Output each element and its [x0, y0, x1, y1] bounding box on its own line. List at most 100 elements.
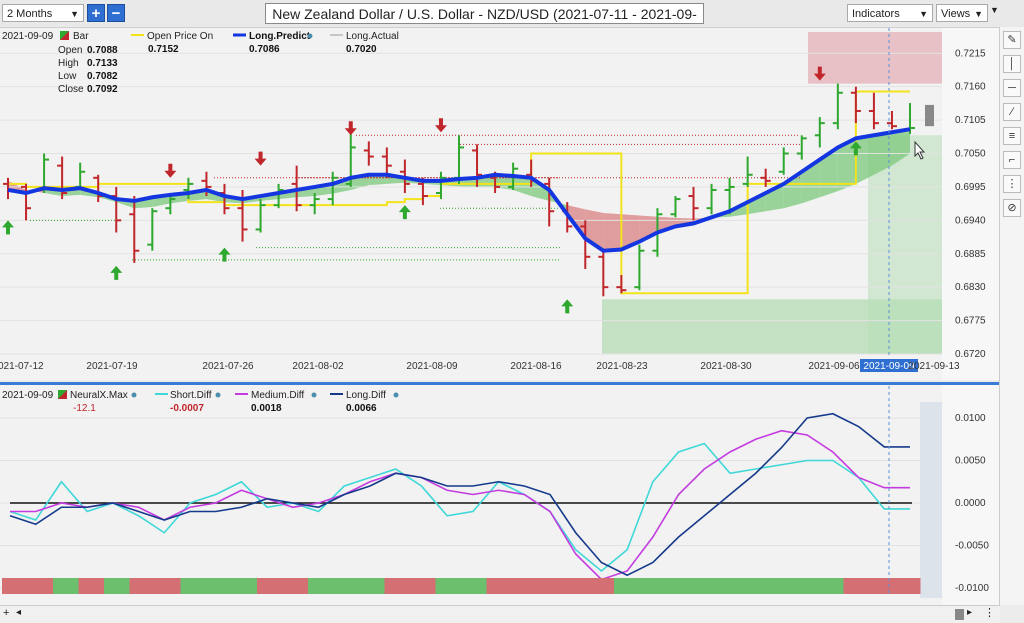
x-tick-label: 2021-08-09	[406, 361, 458, 372]
buy-arrow-icon	[561, 299, 574, 314]
legend-high-label: High	[58, 58, 79, 69]
cloud-segment	[332, 177, 351, 194]
views-select[interactable]: Views ▼	[936, 4, 988, 22]
neuralx-segment	[359, 578, 385, 594]
neuralx-segment	[690, 578, 717, 594]
indicator-legend: 2021-09-09 NeuralX.Max -12.1 Short.Diff …	[2, 390, 399, 414]
ohlc-bar	[129, 196, 140, 263]
target-zone	[868, 135, 942, 354]
menu-caret-icon[interactable]: ▼	[990, 5, 999, 15]
buy-arrow-icon	[110, 265, 123, 280]
ohlc-bar	[21, 183, 32, 221]
cloud-segment	[837, 138, 856, 192]
ohlc-bar	[183, 177, 194, 200]
neuralx-swatch-bear	[58, 390, 67, 399]
sell-arrow-icon	[254, 151, 267, 166]
ohlc-bar	[832, 83, 843, 130]
neuralx-segment	[155, 578, 181, 594]
horizontal-scrollbar[interactable]: + ◂ ▸ ⋮	[0, 605, 1000, 623]
crosshair-date-box	[860, 359, 918, 372]
zoom-in-button[interactable]: +	[87, 4, 105, 22]
cloud-segment	[639, 215, 658, 242]
sell-arrow-icon	[344, 121, 357, 136]
x-tick-label: 2021-09-13	[908, 361, 960, 372]
indicator-chart[interactable]: 0.0100 0.0050 0.0000 -0.0050 -0.0100 2021-09…	[0, 382, 1000, 605]
sell-arrow-icon	[434, 118, 447, 133]
channel-icon[interactable]: ⋮	[1003, 175, 1021, 193]
info-icon	[311, 392, 317, 398]
x-tick-label: 2021-07-26	[202, 361, 254, 372]
ohlc-bar	[868, 92, 879, 130]
ohlc-bar	[796, 135, 807, 160]
x-tick-label: 2021-08-30	[700, 361, 752, 372]
trend-line-icon[interactable]: ⁄	[1003, 103, 1021, 121]
y-tick-label: 0.7160	[955, 82, 986, 93]
long-diff-value: 0.0066	[346, 403, 377, 414]
toolbar: 2 Months ▼ + − New Zealand Dollar / U.S.…	[0, 0, 1024, 43]
neuralx-segment	[818, 578, 844, 594]
step-line-icon[interactable]: ⌐	[1003, 151, 1021, 169]
legend-open-label: Open	[58, 45, 82, 56]
ohlc-bar	[688, 186, 699, 221]
neuralx-segment	[461, 578, 487, 594]
y-tick-label: 0.0100	[955, 413, 986, 424]
y-tick-label: -0.0100	[955, 583, 989, 594]
ohlc-bar	[724, 177, 735, 215]
views-label: Views	[941, 8, 971, 20]
zoom-out-button[interactable]: −	[107, 4, 125, 22]
sell-arrow-icon	[164, 163, 177, 178]
fibonacci-icon[interactable]: ≡	[1003, 127, 1021, 145]
legend-long-actual-value: 0.7020	[346, 44, 377, 55]
ohlc-bar	[147, 208, 158, 251]
legend-open-price-value: 0.7152	[148, 44, 179, 55]
legend-low-label: Low	[58, 71, 77, 82]
x-tick-label: 2021-08-02	[292, 361, 344, 372]
ohlc-bar	[57, 156, 68, 200]
legend-long-actual-label: Long.Actual	[346, 31, 399, 42]
legend-open-price-label: Open Price On	[147, 31, 213, 42]
panel-divider[interactable]	[0, 382, 1000, 385]
scrollbar-thumb[interactable]	[955, 609, 964, 620]
ohlc-bar	[363, 141, 374, 166]
cloud-segment	[603, 213, 622, 251]
legend-close-value: 0.7092	[87, 84, 118, 95]
neuralx-segment	[384, 578, 411, 594]
indicators-label: Indicators	[852, 8, 900, 20]
neuralx-segment	[257, 578, 283, 594]
neuralx-segment	[129, 578, 156, 594]
long-diff-line	[9, 412, 910, 577]
ohlc-bar	[850, 86, 861, 124]
neuralx-segment	[537, 578, 564, 594]
price-chart[interactable]: 0.7215 0.7160 0.7105 0.7050 0.6995 0.6940 0.68…	[0, 28, 1000, 380]
vertical-line-icon[interactable]: │	[1003, 55, 1021, 73]
pencil-icon[interactable]: ✎	[1003, 31, 1021, 49]
chevron-down-icon: ▼	[70, 9, 79, 19]
neuralx-segment	[410, 578, 436, 594]
ohlc-bar	[472, 144, 483, 187]
horizontal-line-icon[interactable]: ─	[1003, 79, 1021, 97]
ohlc-bar	[435, 171, 446, 200]
ohlc-bar	[814, 117, 825, 148]
ohlc-bar	[616, 275, 627, 294]
delete-drawing-icon[interactable]: ⊘	[1003, 199, 1021, 217]
y-tick-label: 0.7105	[955, 115, 986, 126]
neuralx-segment	[512, 578, 538, 594]
scroll-right-icon[interactable]: ▸	[967, 607, 973, 618]
y-tick-label: 0.0050	[955, 456, 986, 467]
crosshair-date-label: 2021-09-09	[863, 361, 915, 372]
indicators-select[interactable]: Indicators ▼	[847, 4, 933, 22]
zoom-plus-icon[interactable]: +	[3, 607, 10, 619]
period-select[interactable]: 2 Months ▼	[2, 4, 84, 22]
long-diff-label: Long.Diff	[346, 390, 386, 401]
ind-legend-date: 2021-09-09	[2, 390, 54, 401]
buy-arrow-icon	[398, 205, 411, 220]
neuralx-segment	[894, 578, 921, 594]
cloud-segment	[747, 193, 766, 215]
ohlc-bar	[327, 171, 338, 206]
ohlc-bar	[760, 168, 771, 187]
scroll-left-icon[interactable]: ◂	[16, 607, 22, 618]
cloud-segment	[513, 175, 532, 197]
x-tick-label: 2021-07-19	[86, 361, 138, 372]
neuralx-segment	[767, 578, 793, 594]
more-icon[interactable]: ⋮	[984, 607, 995, 619]
